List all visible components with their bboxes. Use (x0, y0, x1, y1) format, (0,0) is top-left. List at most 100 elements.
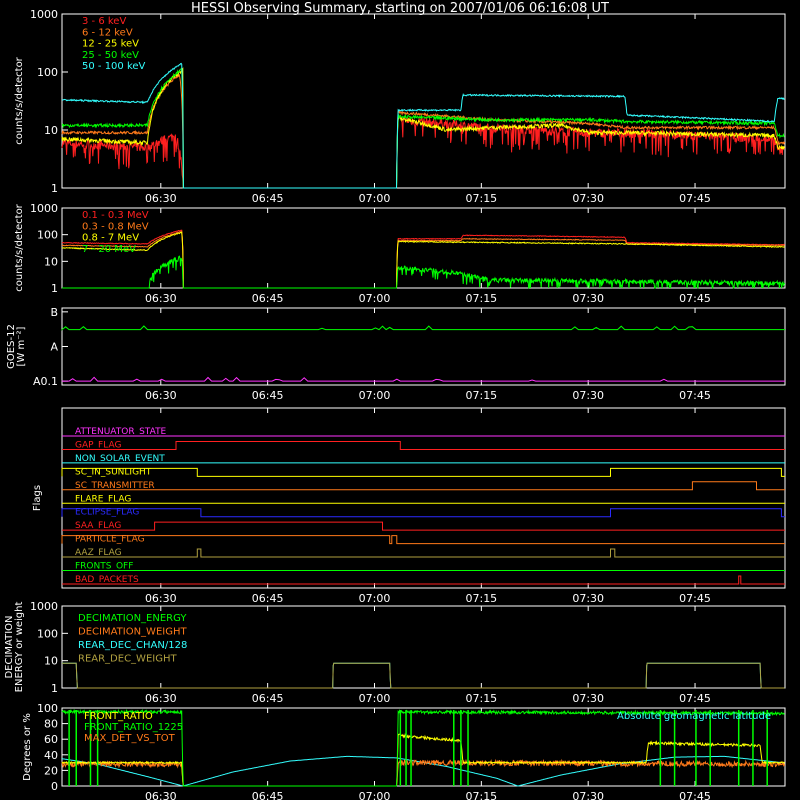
flag-line (61, 508, 785, 518)
flag-line (62, 440, 785, 450)
y-tick-label: 1000 (30, 202, 58, 215)
x-tick-label: 07:45 (679, 292, 711, 305)
y-tick-label: B (50, 306, 58, 319)
legend-entry: 50 - 100 keV (82, 61, 146, 72)
x-tick-label: 06:45 (252, 389, 284, 402)
y-tick-label: 60 (44, 733, 58, 746)
x-tick-label: 07:00 (359, 389, 391, 402)
legend-entry: MAX_DET_VS_TOT (84, 733, 176, 744)
flag-line (62, 548, 785, 558)
flag-label: NON_SOLAR_EVENT (75, 454, 165, 464)
flag-label: FRONTS_OFF (75, 562, 133, 572)
flag-line (61, 535, 785, 545)
y-tick-label: 10 (44, 655, 58, 668)
x-tick-label: 07:30 (572, 592, 604, 605)
x-tick-label: 07:45 (679, 592, 711, 605)
y-tick-label: A0.1 (33, 375, 58, 388)
flag-label: PARTICLE_FLAG (75, 535, 145, 545)
x-tick-label: 06:30 (145, 592, 177, 605)
series-line-5-2 (61, 733, 785, 787)
x-tick-label: 06:45 (252, 192, 284, 205)
y-tick-label: 1000 (30, 8, 58, 21)
legend-entry: DECIMATION_WEIGHT (78, 627, 187, 638)
flag-label: BAD_PACKETS (75, 575, 139, 585)
legend-entry: FRONT_RATIO_1225 (84, 722, 183, 733)
series-line-0-2 (61, 67, 786, 189)
flag-line (62, 481, 785, 491)
panel-flags: 06:30 06:45 07:00 07:15 07:30 07:45 Flags ATTEN… (32, 407, 786, 605)
legend-entry: REAR_DEC_WEIGHT (78, 654, 177, 665)
legend-entry: 0.8 - 7 MeV (82, 233, 139, 244)
legend-entry: 0.3 - 0.8 MeV (82, 221, 149, 232)
series-line-4-0 (62, 662, 785, 689)
x-tick-label: 07:15 (465, 292, 497, 305)
flag-label: SC_IN_SUNLIGHT (75, 467, 152, 477)
y-tick-label: 20 (44, 764, 58, 777)
panel-goes: 06:30 06:45 07:00 07:15 07:30 07:45 A0.1 A B GOES… (6, 306, 786, 402)
flag-label: ATTENUATOR_STATE (75, 427, 167, 437)
legend-entry: 0.1 - 0.3 MeV (82, 210, 149, 221)
flag-label: AAZ_FLAG (75, 548, 122, 558)
y-axis-label: DECIMATION (4, 615, 15, 678)
y-tick-label: 100 (37, 229, 58, 242)
y-axis-label: counts/s/detector (14, 203, 25, 291)
series-line-0-0 (61, 116, 786, 189)
y-tick-label: 10 (44, 255, 58, 268)
x-tick-label: 07:15 (465, 592, 497, 605)
y-axis-label-2: ENERGY or weight (14, 602, 25, 693)
x-tick-label: 06:30 (145, 192, 177, 205)
legend-entry: REAR_DEC_CHAN/128 (78, 640, 187, 651)
panel-frame (61, 307, 786, 386)
series-line-4-1 (62, 662, 785, 689)
panel-frame (61, 13, 786, 189)
y-axis-label-2: [W m⁻²] (16, 326, 27, 366)
panel-decimation: 06:30 06:45 07:00 07:15 07:30 07:45 1 10 100 1000… (4, 600, 786, 705)
x-tick-label: 07:00 (359, 592, 391, 605)
chart-title: HESSI Observing Summary, starting on 200… (191, 1, 609, 16)
y-tick-label: 1 (51, 282, 58, 295)
y-tick-label: 1 (51, 682, 58, 695)
y-tick-label: 0 (51, 780, 58, 793)
x-tick-label: 06:30 (145, 692, 177, 705)
y-tick-label: 80 (44, 718, 58, 731)
panel-lightcurves-low: 06:30 06:45 07:00 07:15 07:30 07:45 1 10 100 1000… (14, 8, 786, 205)
goes-series-1 (61, 376, 785, 382)
legend-entry: DECIMATION_ENERGY (78, 613, 187, 624)
x-tick-label: 07:45 (679, 389, 711, 402)
x-tick-label: 07:00 (359, 292, 391, 305)
x-tick-label: 07:30 (572, 692, 604, 705)
legend-entry: 6 - 12 keV (82, 27, 133, 38)
x-tick-label: 06:45 (252, 592, 284, 605)
legend-entry: 25 - 50 keV (82, 50, 139, 61)
legend-entry: FRONT_RATIO (84, 711, 153, 722)
x-tick-label: 06:30 (145, 292, 177, 305)
flag-label: SC_TRANSMITTER (75, 481, 155, 491)
x-tick-label: 06:30 (145, 790, 177, 800)
y-tick-label: 40 (44, 749, 58, 762)
x-tick-label: 07:00 (359, 790, 391, 800)
panel-frame (61, 707, 786, 787)
y-tick-label: 10 (44, 124, 58, 137)
y-axis-label: Degrees or % (22, 713, 33, 781)
flag-label: GAP_FLAG (75, 440, 121, 450)
x-tick-label: 06:45 (252, 790, 284, 800)
flag-line (62, 521, 785, 531)
series-line-1-3 (62, 255, 786, 290)
x-tick-label: 07:30 (572, 790, 604, 800)
y-tick-label: 1000 (30, 600, 58, 613)
x-tick-label: 07:30 (572, 292, 604, 305)
y-tick-label: 100 (37, 627, 58, 640)
flag-label: FLARE_FLAG (75, 494, 131, 504)
flag-label: ECLIPSE_FLAG (75, 508, 139, 518)
x-tick-label: 07:15 (465, 192, 497, 205)
series-line-5-3 (61, 708, 785, 787)
y-axis-label: GOES-12 (6, 324, 17, 369)
legend-entry-right: Absolute geomagnetic latitude (617, 711, 771, 722)
series-line-1-0 (61, 229, 785, 289)
x-tick-label: 07:45 (679, 192, 711, 205)
x-tick-label: 07:45 (679, 790, 711, 800)
x-tick-label: 07:15 (465, 790, 497, 800)
y-axis-label: counts/s/detector (14, 56, 25, 144)
panel-lightcurves-high: 06:30 06:45 07:00 07:15 07:30 07:45 1 10 100 1000… (14, 202, 786, 305)
